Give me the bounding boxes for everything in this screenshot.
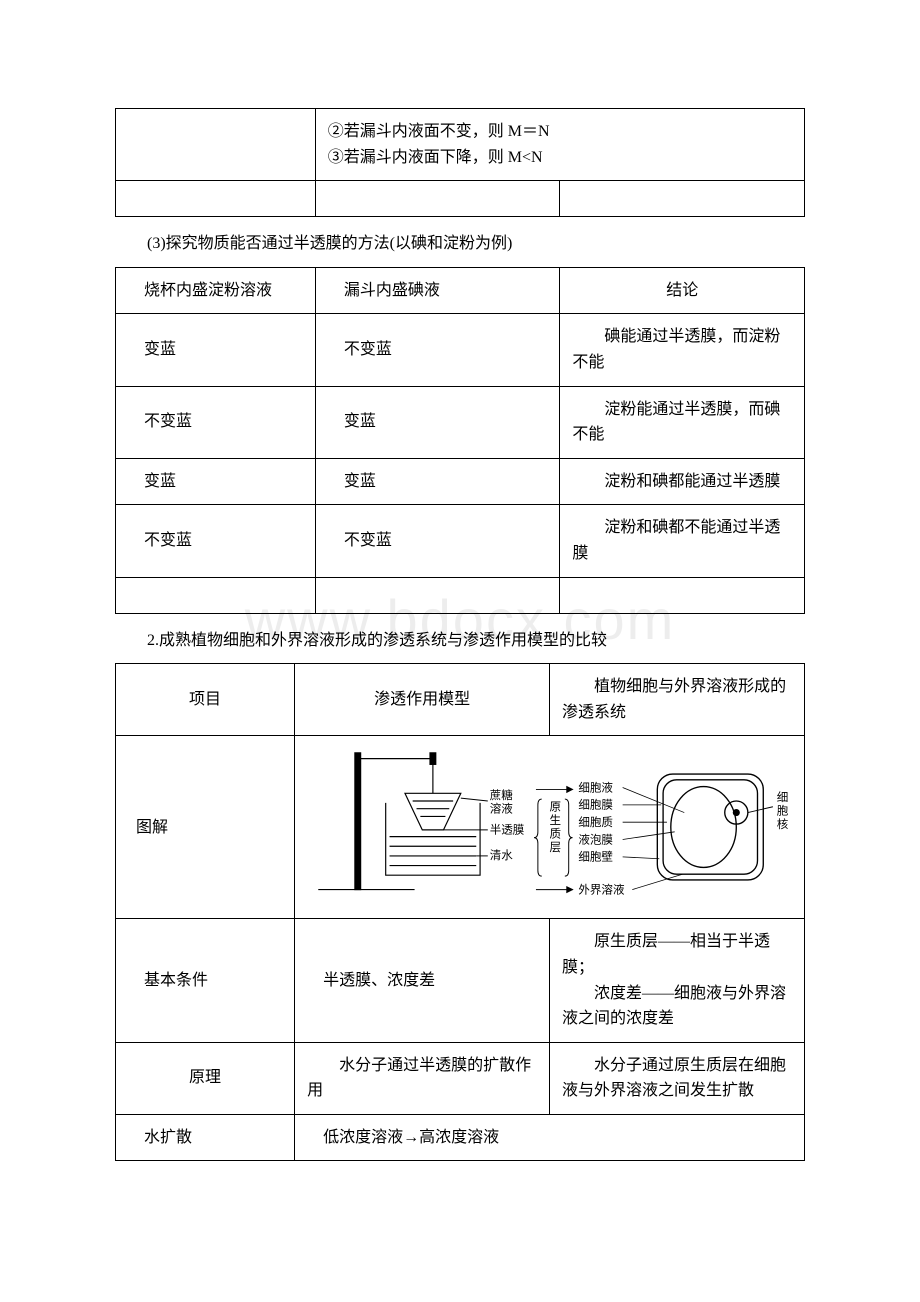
- cell-empty: [560, 577, 805, 613]
- cell: 不变蓝: [315, 314, 560, 386]
- osmosis-diagram: 蔗糖 溶液 半透膜 清水: [299, 742, 800, 912]
- row-conditions: 基本条件 半透膜、浓度差 原生质层——相当于半透膜； 浓度差——细胞液与外界溶液…: [116, 919, 805, 1042]
- result-line-2: ②若漏斗内液面不变，则 M＝N: [328, 119, 792, 145]
- cell: 不变蓝: [315, 505, 560, 577]
- cell-top-results: ②若漏斗内液面不变，则 M＝N ③若漏斗内液面下降，则 M<N: [315, 109, 804, 181]
- cell: 原理: [116, 1042, 295, 1114]
- svg-text:外界溶液: 外界溶液: [578, 883, 625, 897]
- cell: 碘能通过半透膜，而淀粉不能: [560, 314, 805, 386]
- table-row: 不变蓝 变蓝 淀粉能通过半透膜，而碘不能: [116, 386, 805, 458]
- table-row: 变蓝 变蓝 淀粉和碘都能通过半透膜: [116, 458, 805, 505]
- svg-text:半透膜: 半透膜: [490, 823, 525, 837]
- svg-text:细: 细: [777, 791, 789, 804]
- result-line-3: ③若漏斗内液面下降，则 M<N: [328, 145, 792, 171]
- cell-empty: [116, 109, 316, 181]
- header-funnel: 漏斗内盛碘液: [315, 267, 560, 314]
- cell-diagram: 蔗糖 溶液 半透膜 清水: [295, 736, 805, 919]
- cell: 水分子通过半透膜的扩散作用: [295, 1042, 550, 1114]
- cell-empty: [116, 181, 316, 217]
- brace-char-1: 原: [550, 802, 562, 814]
- cell: 变蓝: [315, 386, 560, 458]
- row-diagram: 图解: [116, 736, 805, 919]
- svg-text:细胞质: 细胞质: [578, 815, 613, 829]
- table-row: 变蓝 不变蓝 碘能通过半透膜，而淀粉不能: [116, 314, 805, 386]
- svg-text:层: 层: [550, 841, 562, 854]
- cell-empty: [315, 577, 560, 613]
- cell: 变蓝: [116, 314, 316, 386]
- cell: 原生质层——相当于半透膜； 浓度差——细胞液与外界溶液之间的浓度差: [550, 919, 805, 1042]
- svg-text:细胞壁: 细胞壁: [578, 850, 613, 864]
- section-2-title: 2.成熟植物细胞和外界溶液形成的渗透系统与渗透作用模型的比较: [115, 628, 805, 654]
- svg-text:细胞液: 细胞液: [578, 781, 613, 795]
- cell: 半透膜、浓度差: [295, 919, 550, 1042]
- svg-text:细胞膜: 细胞膜: [578, 798, 613, 812]
- section-3-title: (3)探究物质能否通过半透膜的方法(以碘和淀粉为例): [115, 231, 805, 257]
- header-beaker: 烧杯内盛淀粉溶液: [116, 267, 316, 314]
- cell-empty: [116, 577, 316, 613]
- row-principle: 原理 水分子通过半透膜的扩散作用 水分子通过原生质层在细胞液与外界溶液之间发生扩…: [116, 1042, 805, 1114]
- cell-empty: [315, 181, 560, 217]
- svg-text:蔗糖: 蔗糖: [490, 788, 514, 802]
- svg-text:胞: 胞: [777, 804, 789, 818]
- svg-text:核: 核: [777, 817, 789, 831]
- table-top-fragment: ②若漏斗内液面不变，则 M＝N ③若漏斗内液面下降，则 M<N: [115, 108, 805, 217]
- svg-text:溶液: 溶液: [490, 802, 514, 816]
- cell: 基本条件: [116, 919, 295, 1042]
- cell: 不变蓝: [116, 505, 316, 577]
- table-row: 不变蓝 不变蓝 淀粉和碘都不能通过半透膜: [116, 505, 805, 577]
- header-plantcell: 植物细胞与外界溶液形成的渗透系统: [550, 664, 805, 736]
- cell: 水分子通过原生质层在细胞液与外界溶液之间发生扩散: [550, 1042, 805, 1114]
- header-item: 项目: [116, 664, 295, 736]
- page-content: ②若漏斗内液面不变，则 M＝N ③若漏斗内液面下降，则 M<N (3)探究物质能…: [115, 108, 805, 1161]
- cell: 变蓝: [116, 458, 316, 505]
- cell: 淀粉和碘都能通过半透膜: [560, 458, 805, 505]
- header-model: 渗透作用模型: [295, 664, 550, 736]
- cell: 淀粉能通过半透膜，而碘不能: [560, 386, 805, 458]
- svg-text:液泡膜: 液泡膜: [578, 833, 613, 847]
- table-header-row: 烧杯内盛淀粉溶液 漏斗内盛碘液 结论: [116, 267, 805, 314]
- svg-text:清水: 清水: [490, 849, 514, 862]
- svg-text:质: 质: [550, 828, 562, 841]
- table-osmosis-compare: 项目 渗透作用模型 植物细胞与外界溶液形成的渗透系统 图解: [115, 663, 805, 1161]
- cell: 变蓝: [315, 458, 560, 505]
- cell: 低浓度溶液→高浓度溶液: [295, 1114, 805, 1161]
- svg-text:生: 生: [550, 813, 562, 827]
- header-conclusion: 结论: [560, 267, 805, 314]
- cell: 不变蓝: [116, 386, 316, 458]
- cell: 水扩散: [116, 1114, 295, 1161]
- cell: 淀粉和碘都不能通过半透膜: [560, 505, 805, 577]
- table-iodine-starch: 烧杯内盛淀粉溶液 漏斗内盛碘液 结论 变蓝 不变蓝 碘能通过半透膜，而淀粉不能 …: [115, 267, 805, 614]
- row-diffusion: 水扩散 低浓度溶液→高浓度溶液: [116, 1114, 805, 1161]
- table-header-row: 项目 渗透作用模型 植物细胞与外界溶液形成的渗透系统: [116, 664, 805, 736]
- cell-empty: [560, 181, 805, 217]
- cell-diagram-label: 图解: [116, 736, 295, 919]
